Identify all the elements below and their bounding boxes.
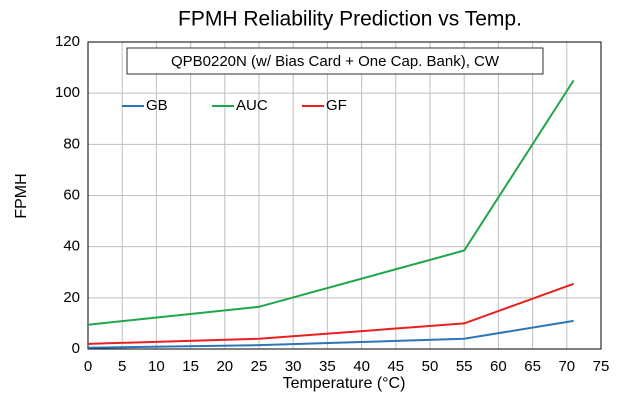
x-tick-label: 65: [524, 358, 541, 375]
x-tick-label: 75: [593, 358, 610, 375]
y-axis-label: FPMH: [13, 173, 30, 218]
x-tick-label: 45: [387, 358, 404, 375]
legend-label: AUC: [236, 97, 268, 114]
y-tick-label: 120: [55, 33, 80, 50]
legend-label: GB: [146, 97, 168, 114]
x-tick-label: 70: [558, 358, 575, 375]
x-tick-label: 40: [353, 358, 370, 375]
x-tick-label: 30: [285, 358, 302, 375]
y-tick-label: 80: [63, 135, 80, 152]
x-tick-label: 60: [490, 358, 507, 375]
series-line: [87, 319, 574, 349]
x-tick-label: 20: [216, 358, 233, 375]
x-tick-label: 50: [422, 358, 439, 375]
y-tick-label: 100: [55, 84, 80, 101]
annotation: QPB0220N (w/ Bias Card + One Cap. Bank),…: [171, 53, 500, 70]
y-tick-label: 0: [72, 340, 80, 357]
y-tick-label: 20: [63, 289, 80, 306]
series-line: [87, 79, 575, 326]
y-tick-label: 60: [63, 186, 80, 203]
x-tick-label: 10: [148, 358, 165, 375]
x-axis-label: Temperature (°C): [283, 375, 406, 392]
y-tick-label: 40: [63, 238, 80, 255]
chart-title: FPMH Reliability Prediction vs Temp.: [178, 8, 522, 31]
x-tick-label: 0: [84, 358, 92, 375]
x-tick-label: 15: [182, 358, 199, 375]
x-tick-label: 25: [251, 358, 268, 375]
plot-border: [87, 41, 602, 350]
x-tick-label: 55: [456, 358, 473, 375]
annotation-box: [126, 47, 544, 75]
x-tick-label: 35: [319, 358, 336, 375]
legend-label: GF: [326, 97, 347, 114]
series-line: [87, 282, 574, 345]
x-tick-label: 5: [118, 358, 126, 375]
